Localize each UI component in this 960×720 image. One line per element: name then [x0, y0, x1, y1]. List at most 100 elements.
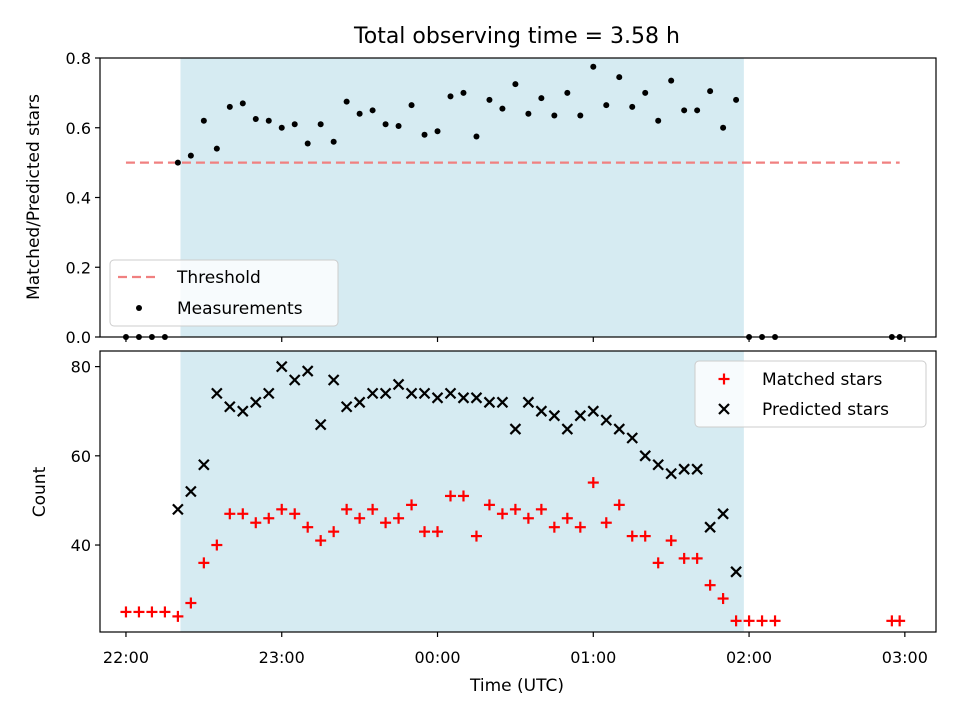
- measurement-point: [460, 89, 467, 96]
- predicted-star-marker: [509, 423, 522, 435]
- measurement-point: [421, 131, 428, 138]
- predicted-star-marker: [262, 387, 275, 400]
- predicted-star-marker: [522, 396, 535, 409]
- y-tick-label: 40: [71, 536, 91, 555]
- matched-star-marker: [419, 526, 431, 538]
- cross-stroke-b: [288, 374, 301, 386]
- matched-star-marker: [276, 503, 288, 515]
- matched-star-marker: [289, 508, 301, 520]
- measurement-point: [291, 121, 298, 128]
- cross-stroke-b: [418, 387, 431, 400]
- bottom-y-axis-label: Count: [30, 466, 50, 517]
- measurement-point: [447, 93, 454, 100]
- matched-star-marker: [665, 535, 677, 547]
- cross-stroke-b: [444, 387, 457, 400]
- matched-star-marker: [302, 521, 314, 533]
- cross-stroke-b: [211, 387, 223, 400]
- measurement-point: [395, 123, 402, 130]
- matched-star-marker: [704, 579, 716, 591]
- measurement-point: [603, 102, 610, 109]
- matched-star-marker: [146, 606, 158, 618]
- cross-stroke-b: [626, 432, 639, 444]
- cross-stroke-b: [587, 405, 600, 417]
- matched-star-marker: [133, 606, 145, 618]
- predicted-star-marker: [587, 405, 600, 417]
- predicted-star-marker: [639, 450, 651, 462]
- cross-stroke-b: [665, 467, 677, 480]
- predicted-star-marker: [496, 396, 509, 409]
- measurement-point: [668, 77, 675, 84]
- predicted-star-marker: [172, 503, 184, 516]
- predicted-star-marker: [327, 374, 340, 386]
- predicted-star-marker: [665, 467, 677, 480]
- bottom-axes-frame: [99, 350, 937, 633]
- cross-stroke-b: [392, 378, 405, 391]
- predicted-star-marker: [431, 392, 444, 404]
- predicted-star-marker: [249, 396, 262, 409]
- measurement-point: [499, 105, 506, 112]
- cross-stroke-b: [457, 392, 470, 404]
- measurement-point: [226, 103, 233, 110]
- predicted-star-marker: [691, 463, 703, 475]
- matched-star-marker: [717, 593, 729, 605]
- cross-stroke-b: [522, 396, 535, 409]
- matched-star-marker: [380, 517, 392, 529]
- predicted-star-marker: [379, 387, 392, 400]
- predicted-star-marker: [483, 396, 496, 409]
- matched-star-marker: [756, 615, 768, 627]
- legend-matched-label: Matched stars: [762, 370, 882, 390]
- cross-stroke-b: [340, 400, 353, 413]
- cross-stroke-b: [718, 403, 730, 415]
- cross-stroke-b: [574, 409, 587, 422]
- matched-star-marker: [315, 535, 327, 547]
- measurement-point: [538, 95, 545, 102]
- matched-star-marker: [483, 499, 495, 511]
- measurement-point: [382, 121, 389, 128]
- cross-stroke-b: [704, 521, 716, 533]
- measurement-point: [239, 100, 246, 107]
- measurement-point: [512, 81, 519, 88]
- measurement-point: [720, 124, 727, 131]
- measurement-point: [577, 112, 584, 119]
- predicted-star-marker: [626, 432, 639, 444]
- predicted-star-marker: [613, 423, 626, 435]
- legend-predicted-label: Predicted stars: [762, 400, 889, 420]
- predicted-star-marker: [600, 414, 613, 426]
- matched-star-marker: [432, 526, 444, 538]
- matched-star-marker: [367, 503, 379, 515]
- matched-star-marker: [535, 503, 547, 515]
- matched-star-marker: [406, 499, 418, 511]
- cross-stroke-b: [249, 396, 262, 409]
- measurement-point: [265, 117, 272, 124]
- matched-star-marker: [626, 530, 638, 542]
- matched-star-marker: [678, 552, 690, 564]
- predicted-star-marker: [730, 566, 742, 578]
- cross-stroke-b: [496, 396, 509, 409]
- predicted-star-marker: [275, 360, 288, 373]
- measurement-point: [525, 110, 532, 117]
- measurement-point: [642, 89, 649, 96]
- predicted-star-marker: [457, 392, 470, 404]
- matched-star-marker: [328, 526, 340, 538]
- measurement-point: [564, 89, 571, 96]
- measurement-point: [694, 107, 701, 114]
- measurement-point: [187, 152, 194, 159]
- y-tick-label: 0.6: [66, 119, 91, 138]
- matched-star-marker: [120, 606, 132, 618]
- x-tick-label: 01:00: [570, 648, 616, 667]
- matched-star-marker: [198, 557, 210, 569]
- cross-stroke-b: [301, 365, 314, 377]
- predicted-star-marker: [198, 458, 210, 471]
- legend-measurement-swatch: [136, 305, 142, 311]
- predicted-star-marker: [353, 396, 366, 409]
- matched-star-marker: [444, 490, 456, 502]
- measurement-point: [616, 74, 623, 81]
- matched-star-marker: [652, 557, 664, 569]
- cross-stroke-b: [548, 409, 561, 422]
- predicted-star-marker: [470, 392, 483, 404]
- measurement-point: [317, 121, 324, 128]
- measurement-point: [304, 140, 311, 147]
- x-axis-label: Time (UTC): [469, 676, 564, 696]
- x-tick-label: 02:00: [726, 648, 772, 667]
